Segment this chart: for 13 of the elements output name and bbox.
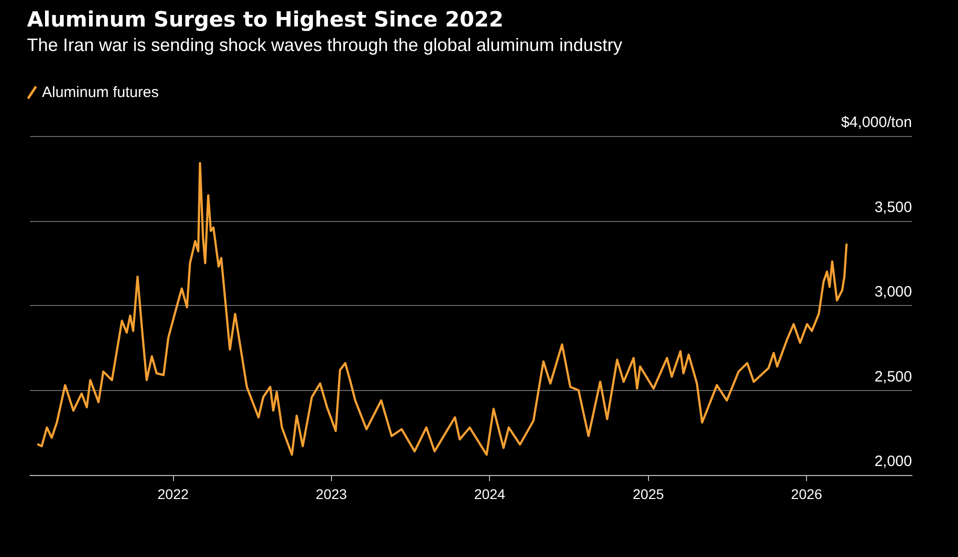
y-tick-label: 2,500 bbox=[874, 368, 912, 386]
y-tick-label: $4,000/ton bbox=[841, 114, 912, 131]
y-tick-label: 3,000 bbox=[874, 284, 912, 300]
x-tick-label: 2023 bbox=[316, 486, 348, 502]
legend-label: Aluminum futures bbox=[42, 84, 159, 101]
y-tick-label: 2,000 bbox=[874, 453, 912, 470]
x-tick-label: 2022 bbox=[158, 486, 189, 502]
chart-title: Aluminum Surges to Highest Since 2022 bbox=[27, 8, 504, 32]
x-tick-label: 2026 bbox=[791, 486, 822, 502]
chart-subtitle: The Iran war is sending shock waves through the global aluminum industry bbox=[27, 35, 622, 55]
y-tick-label: 3,500 bbox=[874, 198, 912, 216]
x-tick-label: 2024 bbox=[474, 486, 506, 502]
x-tick-label: 2025 bbox=[632, 486, 664, 502]
